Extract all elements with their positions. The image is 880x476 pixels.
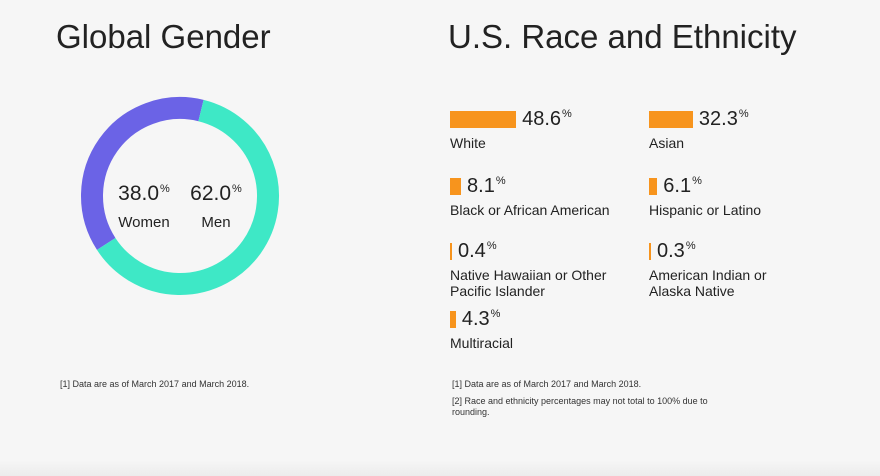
race-footnotes: [1] Data are as of March 2017 and March …	[452, 379, 712, 424]
men-pct-number: 62.0	[190, 182, 232, 205]
race-label-american-indian: American Indian or Alaska Native	[649, 267, 767, 299]
race-label-multiracial: Multiracial	[450, 335, 514, 351]
race-label-native-hawaiian: Native Hawaiian or Other Pacific Islande…	[450, 267, 607, 299]
race-item-native-hawaiian: 0.4% Native Hawaiian or Other Pacific Is…	[450, 240, 620, 299]
race-value-asian: 32.3%	[698, 108, 749, 130]
race-item-hispanic: 6.1% Hispanic or Latino	[649, 175, 859, 218]
race-value-american-indian: 0.3%	[657, 240, 696, 262]
race-value-multiracial: 4.3%	[461, 308, 501, 330]
men-pct-symbol: %	[232, 183, 242, 195]
gender-women-label: Women	[118, 214, 170, 231]
race-bar-black	[450, 178, 462, 195]
race-footnote-2: [2] Race and ethnicity percentages may n…	[452, 396, 708, 417]
gender-women-value: 38.0%	[108, 182, 180, 206]
gender-footnotes: [1] Data are as of March 2017 and March …	[60, 379, 360, 396]
race-title: U.S. Race and Ethnicity	[448, 18, 797, 55]
donut-segment-women	[81, 97, 204, 250]
gender-men-value: 62.0%	[180, 182, 252, 206]
gender-women-stat: 38.0% Women	[108, 182, 180, 231]
race-item-multiracial: 4.3% Multiracial	[450, 308, 660, 351]
race-label-asian: Asian	[649, 135, 685, 151]
donut-segment-men	[96, 99, 279, 295]
race-value-black: 8.1%	[467, 175, 506, 197]
bottom-fade	[0, 460, 880, 476]
race-item-american-indian: 0.3% American Indian or Alaska Native	[649, 240, 799, 299]
gender-donut-chart	[81, 97, 279, 295]
women-pct-symbol: %	[160, 183, 170, 195]
gender-men-label: Men	[201, 214, 231, 231]
gender-men-stat: 62.0% Men	[180, 182, 252, 231]
race-label-black: Black or African American	[450, 202, 610, 218]
race-value-native-hawaiian: 0.4%	[458, 240, 497, 262]
race-bar-hispanic	[649, 178, 658, 195]
race-bar-american-indian	[649, 243, 651, 260]
race-bar-native-hawaiian	[450, 243, 452, 260]
race-bar-asian	[649, 111, 693, 128]
women-pct-number: 38.0	[118, 182, 160, 205]
race-bar-multiracial	[450, 311, 456, 328]
gender-footnote-1: [1] Data are as of March 2017 and March …	[60, 379, 250, 389]
race-value-hispanic: 6.1%	[663, 175, 702, 197]
race-footnote-1: [1] Data are as of March 2017 and March …	[452, 379, 642, 389]
race-item-black: 8.1% Black or African American	[450, 175, 660, 218]
race-label-white: White	[450, 135, 486, 151]
race-bar-white	[450, 111, 517, 128]
race-item-asian: 32.3% Asian	[649, 108, 859, 151]
gender-title: Global Gender	[56, 18, 271, 55]
race-label-hispanic: Hispanic or Latino	[649, 202, 762, 218]
race-value-white: 48.6%	[522, 108, 572, 130]
race-item-white: 48.6% White	[450, 108, 660, 151]
